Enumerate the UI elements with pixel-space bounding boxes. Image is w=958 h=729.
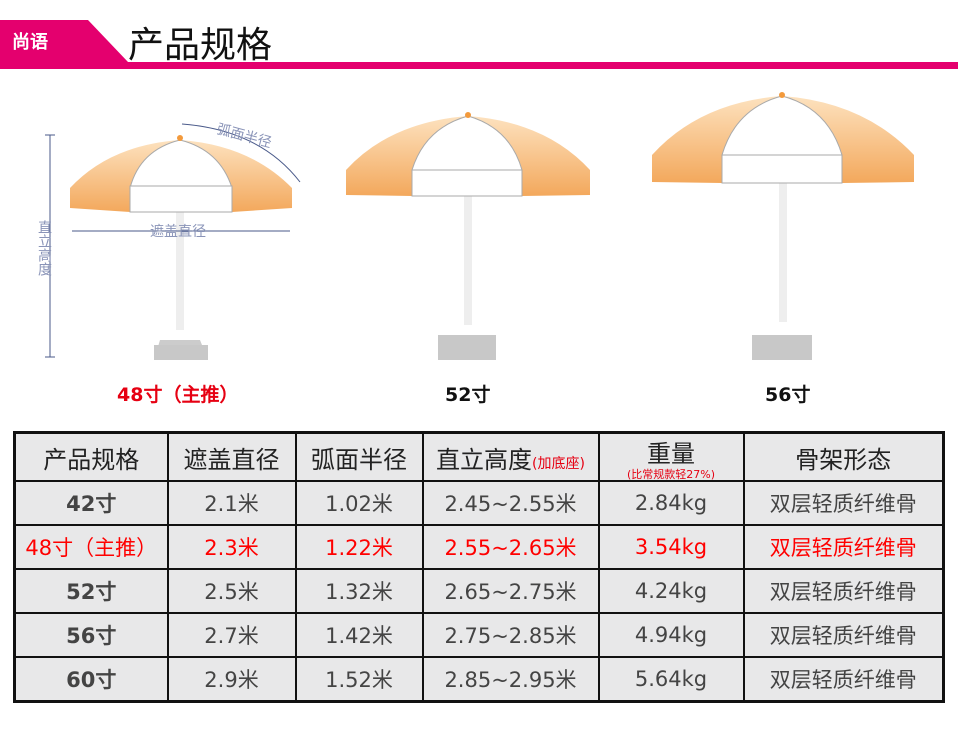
- cell-diameter: 2.9米: [166, 656, 297, 703]
- header-bar: [0, 62, 958, 69]
- cell-weight: 3.54kg: [597, 524, 745, 570]
- cover-diameter-label: 遮盖直径: [150, 223, 206, 240]
- cell-radius: 1.42米: [294, 612, 424, 658]
- table-header-row: 产品规格 遮盖直径 弧面半径 直立高度(加底座) 重量 (比常规款轻27%) 骨架…: [13, 431, 945, 482]
- cell-weight: 2.84kg: [597, 480, 745, 526]
- cell-radius: 1.02米: [294, 480, 424, 526]
- table-row: 56寸 2.7米 1.42米 2.75~2.85米 4.94kg 双层轻质纤维骨: [13, 612, 945, 658]
- cell-height: 2.45~2.55米: [421, 480, 600, 526]
- header-banner: 尚语 产品规格: [0, 0, 958, 70]
- umbrella-52: [346, 112, 590, 360]
- cell-spec: 52寸: [13, 568, 169, 614]
- height-label: 直立高度: [36, 219, 52, 276]
- umbrella-caption-48: 48寸（主推）: [117, 384, 239, 406]
- header-height-note: (加底座): [532, 455, 585, 472]
- umbrella-caption-56: 56寸: [765, 384, 811, 406]
- header-weight-note: (比常规款轻27%): [626, 468, 716, 481]
- cell-height: 2.55~2.65米: [421, 524, 600, 570]
- cell-frame: 双层轻质纤维骨: [742, 524, 945, 570]
- table-row: 42寸 2.1米 1.02米 2.45~2.55米 2.84kg 双层轻质纤维骨: [13, 480, 945, 526]
- umbrella-56: [652, 92, 914, 360]
- table-row: 52寸 2.5米 1.32米 2.65~2.75米 4.24kg 双层轻质纤维骨: [13, 568, 945, 614]
- spec-table: 产品规格 遮盖直径 弧面半径 直立高度(加底座) 重量 (比常规款轻27%) 骨架…: [13, 431, 945, 703]
- cell-diameter: 2.3米: [166, 524, 297, 570]
- umbrella-48: [45, 123, 301, 360]
- cell-spec: 56寸: [13, 612, 169, 658]
- table-row: 60寸 2.9米 1.52米 2.85~2.95米 5.64kg 双层轻质纤维骨: [13, 656, 945, 703]
- cell-frame: 双层轻质纤维骨: [742, 656, 945, 703]
- arc-radius-label: 弧面半径: [215, 121, 273, 151]
- cell-spec: 42寸: [13, 480, 169, 526]
- cell-radius: 1.32米: [294, 568, 424, 614]
- brand-name: 尚语: [12, 32, 48, 53]
- cell-diameter: 2.1米: [166, 480, 297, 526]
- cell-diameter: 2.5米: [166, 568, 297, 614]
- cell-spec: 48寸（主推）: [13, 524, 169, 570]
- header-radius: 弧面半径: [294, 431, 424, 482]
- cell-diameter: 2.7米: [166, 612, 297, 658]
- cell-frame: 双层轻质纤维骨: [742, 480, 945, 526]
- cell-radius: 1.52米: [294, 656, 424, 703]
- umbrella-caption-52: 52寸: [445, 384, 491, 406]
- cell-weight: 4.24kg: [597, 568, 745, 614]
- header-diameter: 遮盖直径: [166, 431, 297, 482]
- umbrella-illustrations: 弧面半径 遮盖直径 直立高度: [36, 92, 914, 360]
- header-frame: 骨架形态: [742, 431, 945, 482]
- cell-height: 2.75~2.85米: [421, 612, 600, 658]
- header-weight: 重量 (比常规款轻27%): [597, 431, 745, 482]
- header-weight-label: 重量: [647, 440, 695, 468]
- cell-spec: 60寸: [13, 656, 169, 703]
- cell-weight: 5.64kg: [597, 656, 745, 703]
- cell-radius: 1.22米: [294, 524, 424, 570]
- header-height-label: 直立高度: [436, 445, 533, 474]
- page-title: 产品规格: [128, 25, 273, 66]
- cell-frame: 双层轻质纤维骨: [742, 568, 945, 614]
- cell-height: 2.85~2.95米: [421, 656, 600, 703]
- cell-weight: 4.94kg: [597, 612, 745, 658]
- header-spec: 产品规格: [13, 431, 169, 482]
- table-row-highlighted: 48寸（主推） 2.3米 1.22米 2.55~2.65米 3.54kg 双层轻质纤维骨: [13, 524, 945, 570]
- header-height: 直立高度(加底座): [421, 431, 600, 482]
- cell-height: 2.65~2.75米: [421, 568, 600, 614]
- cell-frame: 双层轻质纤维骨: [742, 612, 945, 658]
